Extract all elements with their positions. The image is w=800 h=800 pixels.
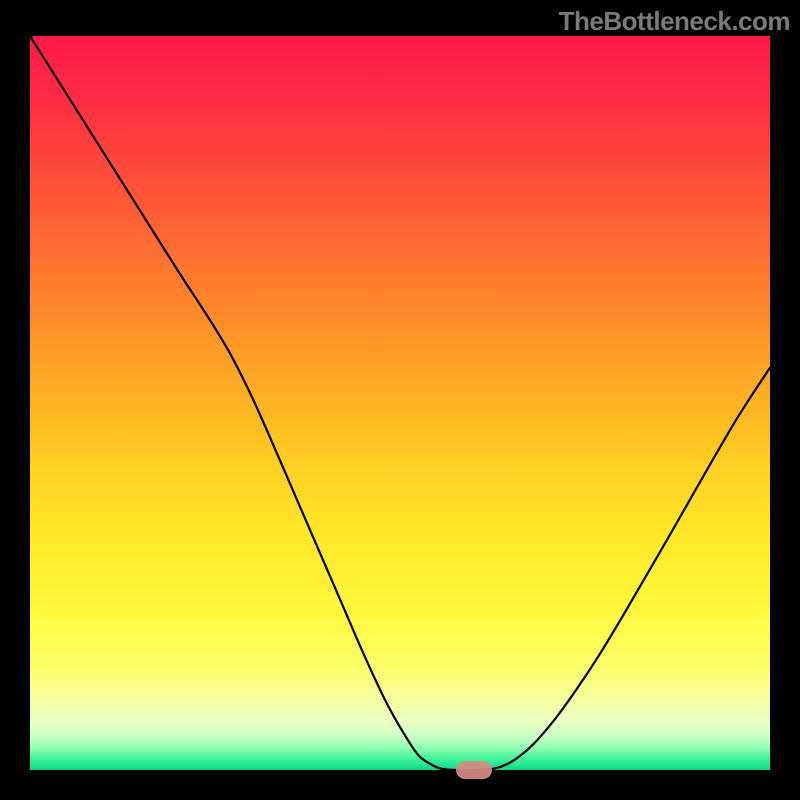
optimal-marker: [456, 761, 492, 779]
plot-background: [30, 36, 770, 770]
chart-svg: [0, 0, 800, 800]
watermark-text: TheBottleneck.com: [559, 6, 790, 37]
bottleneck-chart: TheBottleneck.com: [0, 0, 800, 800]
